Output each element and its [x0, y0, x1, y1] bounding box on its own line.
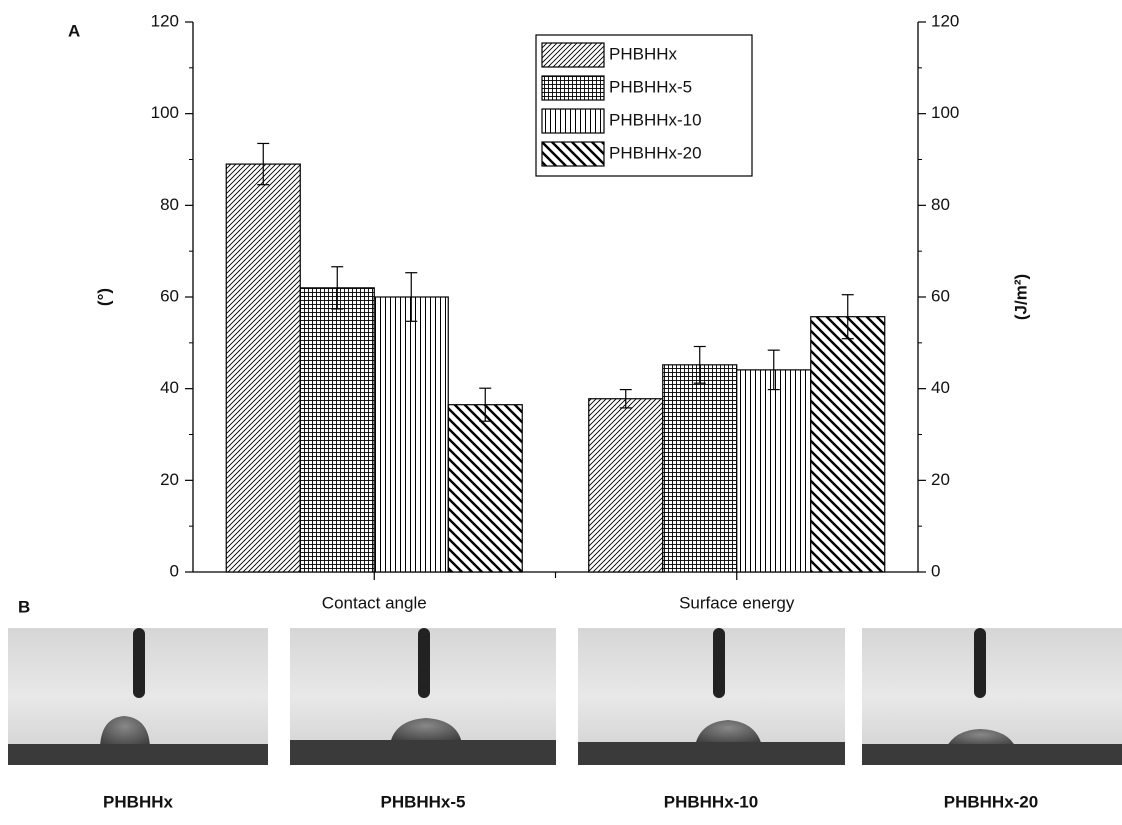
y2-tick-label: 120 [931, 11, 959, 30]
bar [225, 163, 301, 573]
x-tick-label: Contact angle [322, 593, 427, 612]
photo [290, 628, 556, 765]
bar [588, 398, 664, 573]
photo-label: PHBHHx [103, 792, 173, 811]
error-bar [767, 349, 780, 391]
y-tick-label: 80 [160, 195, 179, 214]
y-tick-label: 60 [160, 286, 179, 305]
legend-swatch [541, 108, 605, 134]
bar [447, 404, 523, 573]
bar [373, 296, 449, 573]
legend-label: PHBHHx [609, 44, 678, 63]
y2-tick-label: 100 [931, 103, 959, 122]
y-tick-label: 100 [151, 103, 179, 122]
bar [662, 364, 738, 573]
error-bar [841, 294, 854, 340]
y2-tick-label: 40 [931, 378, 950, 397]
legend-swatch [541, 75, 605, 101]
y-tick-label: 120 [151, 11, 179, 30]
y2-tick-label: 0 [931, 561, 940, 580]
legend-label: PHBHHx-10 [609, 110, 702, 129]
y-tick-label: 0 [170, 561, 179, 580]
legend-swatch [541, 141, 605, 167]
photo [578, 628, 845, 765]
y2-tick-label: 80 [931, 195, 950, 214]
error-bar [479, 387, 492, 422]
legend-swatch [541, 42, 605, 68]
x-tick-label: Surface energy [679, 593, 795, 612]
y2-axis-label: (J/m²) [1011, 274, 1030, 320]
y-tick-label: 40 [160, 378, 179, 397]
error-bar [331, 266, 344, 310]
error-bar [693, 345, 706, 384]
y2-tick-label: 60 [931, 286, 950, 305]
y2-tick-label: 20 [931, 470, 950, 489]
panel-label: B [18, 597, 30, 616]
bar [299, 287, 375, 573]
photo [862, 628, 1122, 765]
bar [810, 316, 886, 573]
legend: PHBHHx PHBHHx-5 PHBHHx-10 PHBHHx-20 [535, 34, 753, 177]
error-bar [257, 142, 270, 186]
photo-label: PHBHHx-20 [944, 792, 1038, 811]
error-bar [405, 272, 418, 322]
legend-label: PHBHHx-20 [609, 143, 702, 162]
bar [736, 369, 812, 573]
error-bar [619, 388, 632, 409]
panel-label: A [68, 21, 80, 40]
photo-label: PHBHHx-10 [664, 792, 758, 811]
y-tick-label: 20 [160, 470, 179, 489]
photo-label: PHBHHx-5 [380, 792, 465, 811]
legend-label: PHBHHx-5 [609, 77, 692, 96]
y-axis-label: (°) [94, 288, 113, 306]
photo [8, 628, 268, 765]
